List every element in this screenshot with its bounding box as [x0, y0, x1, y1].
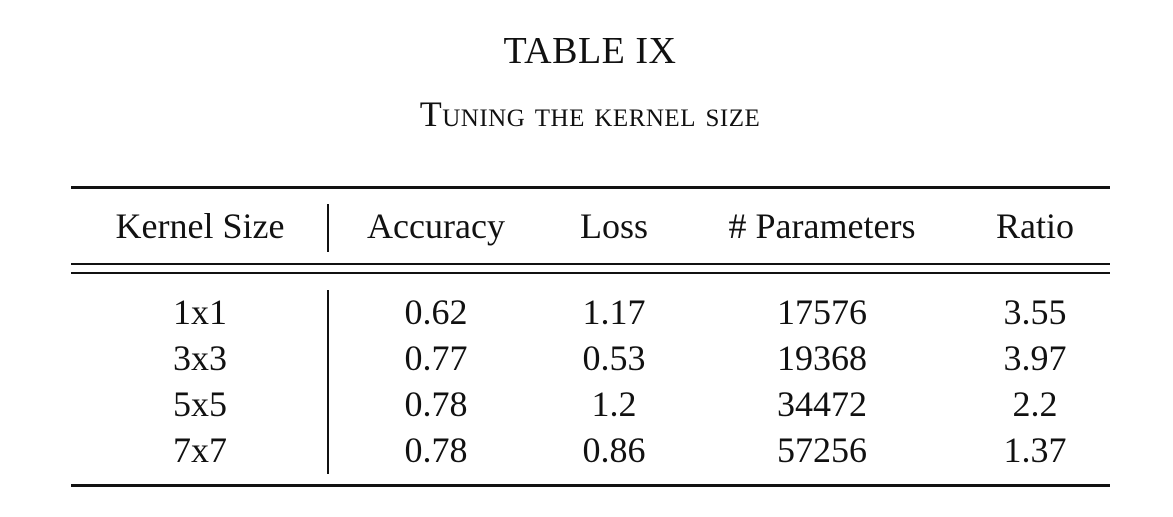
cell-parameters: 19368: [777, 338, 867, 378]
header-column-divider: [327, 204, 329, 252]
cell-loss: 0.53: [582, 338, 646, 378]
header-accuracy: Accuracy: [367, 206, 505, 246]
cell-ratio: 1.37: [1003, 430, 1067, 470]
cell-kernel-size: 7x7: [173, 430, 227, 470]
cell-loss: 1.17: [582, 292, 646, 332]
cell-parameters: 34472: [777, 384, 867, 424]
cell-ratio: 3.97: [1003, 338, 1067, 378]
table-number: TABLE IX: [503, 30, 677, 72]
header-ratio: Ratio: [996, 206, 1074, 246]
cell-accuracy: 0.62: [404, 292, 468, 332]
cell-parameters: 17576: [777, 292, 867, 332]
cell-kernel-size: 3x3: [173, 338, 227, 378]
body-column-divider: [327, 290, 329, 474]
header-rule-lower: [71, 272, 1110, 274]
header-kernel-size: Kernel Size: [115, 206, 285, 246]
table-caption: Tuning the kernel size: [419, 94, 761, 134]
header-parameters: # Parameters: [728, 206, 916, 246]
cell-kernel-size: 1x1: [173, 292, 227, 332]
cell-kernel-size: 5x5: [173, 384, 227, 424]
cell-loss: 1.2: [591, 384, 637, 424]
cell-accuracy: 0.77: [404, 338, 468, 378]
header-loss: Loss: [579, 206, 648, 246]
bottom-rule: [71, 484, 1110, 487]
header-rule-upper: [71, 263, 1110, 265]
top-rule: [71, 186, 1110, 189]
cell-accuracy: 0.78: [404, 430, 468, 470]
cell-ratio: 3.55: [1003, 292, 1067, 332]
cell-parameters: 57256: [777, 430, 867, 470]
cell-ratio: 2.2: [1012, 384, 1058, 424]
cell-loss: 0.86: [582, 430, 646, 470]
cell-accuracy: 0.78: [404, 384, 468, 424]
